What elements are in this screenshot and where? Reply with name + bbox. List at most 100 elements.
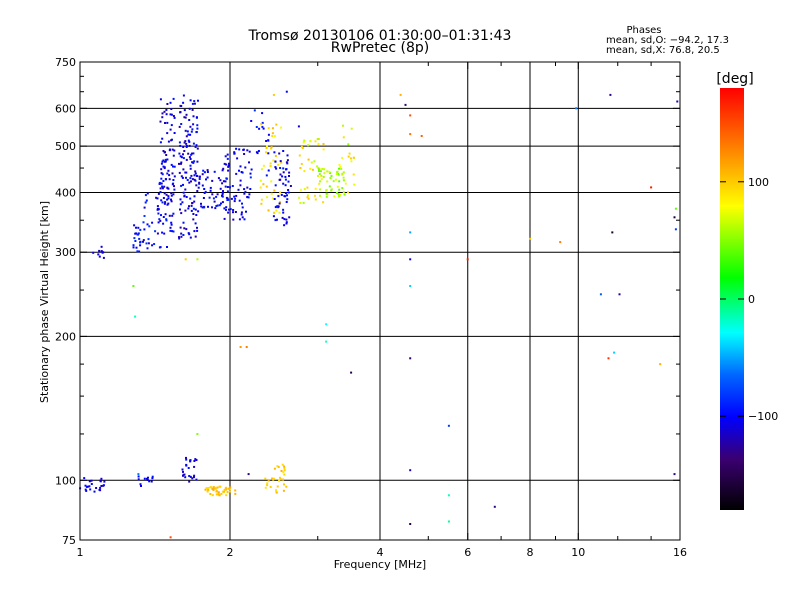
data-point: [243, 188, 246, 191]
data-point: [272, 93, 275, 96]
data-point: [163, 192, 166, 195]
data-point: [189, 125, 192, 128]
data-point: [209, 186, 212, 189]
data-point: [145, 199, 148, 202]
data-point: [95, 487, 98, 489]
data-point: [306, 186, 309, 189]
data-point: [169, 113, 172, 116]
data-point: [139, 483, 142, 486]
y-tick-label: 400: [55, 186, 76, 199]
data-point: [160, 214, 162, 217]
data-point: [195, 459, 198, 461]
data-point: [279, 201, 281, 204]
data-point: [307, 194, 309, 197]
data-point: [208, 196, 211, 199]
data-point: [184, 209, 187, 212]
data-point: [318, 173, 321, 175]
data-point: [173, 175, 176, 178]
data-point: [240, 171, 243, 173]
data-point: [249, 172, 252, 175]
data-point: [274, 206, 277, 209]
data-point: [238, 169, 240, 172]
data-point: [192, 213, 195, 215]
data-point: [189, 158, 192, 160]
data-point: [192, 142, 195, 145]
data-point: [189, 177, 192, 180]
data-point: [165, 154, 168, 156]
data-point: [165, 219, 168, 222]
data-point: [227, 164, 230, 167]
data-point: [223, 489, 226, 492]
data-point: [143, 477, 146, 480]
data-point: [193, 474, 196, 477]
data-point: [134, 240, 137, 242]
data-point: [183, 473, 186, 476]
data-point: [102, 484, 105, 487]
data-point: [157, 192, 160, 195]
data-point: [185, 456, 187, 459]
data-point: [185, 228, 188, 231]
data-point: [300, 145, 303, 148]
data-point: [226, 190, 229, 193]
data-point: [350, 157, 352, 160]
data-point: [189, 459, 192, 462]
data-point: [286, 162, 289, 165]
data-point: [317, 168, 320, 171]
data-point: [163, 166, 166, 169]
data-point: [150, 480, 153, 483]
data-point: [299, 201, 302, 204]
data-point: [193, 102, 196, 105]
data-point: [172, 179, 175, 181]
colorbar-label: [deg]: [716, 71, 753, 87]
data-point: [270, 192, 273, 195]
data-point: [280, 126, 282, 129]
data-point: [260, 198, 263, 201]
data-point: [181, 176, 184, 179]
data-point: [322, 201, 325, 204]
data-point: [188, 475, 191, 477]
data-point: [215, 490, 218, 493]
data-point: [193, 230, 196, 233]
grid-lines: [80, 62, 680, 540]
data-point: [161, 173, 164, 176]
data-point: [271, 127, 274, 130]
data-point: [283, 483, 285, 486]
data-points: [79, 90, 679, 539]
data-point: [180, 212, 183, 215]
data-point: [318, 170, 320, 173]
data-point: [197, 186, 200, 189]
data-point: [196, 433, 199, 435]
data-point: [160, 172, 163, 175]
data-point: [190, 209, 193, 212]
data-point: [317, 138, 320, 140]
data-point: [160, 168, 163, 171]
data-point: [613, 351, 616, 354]
data-point: [180, 162, 182, 165]
data-point: [279, 167, 282, 169]
data-point: [90, 479, 93, 482]
data-point: [182, 234, 185, 236]
data-point: [238, 199, 241, 202]
data-point: [313, 160, 316, 163]
data-point: [170, 139, 173, 142]
x-tick-label: 4: [377, 546, 384, 559]
data-point: [164, 178, 167, 181]
data-point: [159, 219, 162, 222]
data-point: [328, 185, 331, 188]
data-point: [243, 153, 246, 155]
data-point: [307, 144, 310, 147]
data-point: [173, 149, 176, 152]
data-point: [221, 195, 224, 198]
data-point: [164, 158, 167, 161]
data-point: [326, 170, 329, 173]
data-point: [178, 152, 181, 155]
data-point: [195, 116, 198, 119]
data-point: [283, 469, 286, 472]
data-point: [144, 201, 147, 204]
data-point: [161, 116, 164, 119]
data-point: [205, 178, 207, 181]
data-point: [282, 171, 285, 174]
data-point: [285, 201, 288, 203]
data-point: [225, 163, 228, 166]
